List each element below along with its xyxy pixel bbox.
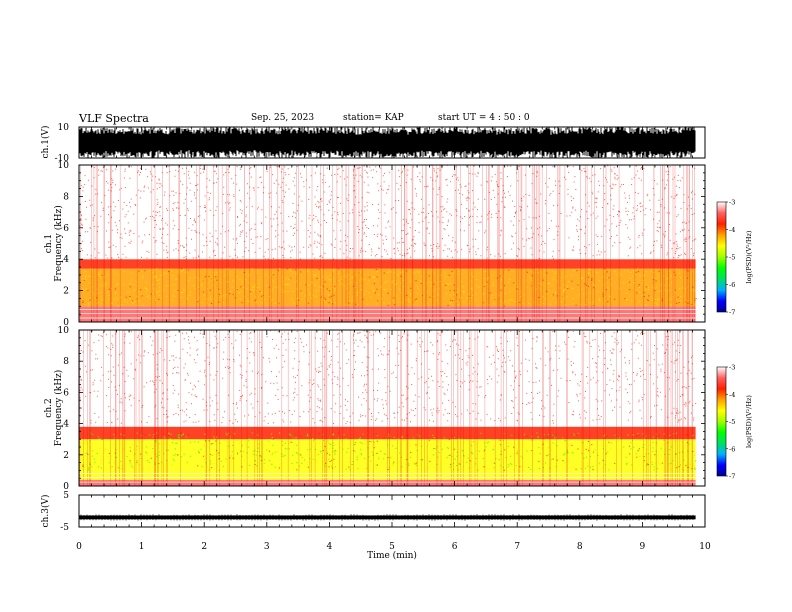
spec1-ylabel-channel: ch.1: [44, 234, 54, 253]
spec1-band-0: [79, 317, 696, 322]
colorbar2-tick-label: -6: [729, 445, 735, 453]
ch1-waveform-trace: [79, 127, 696, 158]
spec1-speckle-yellow: [81, 268, 697, 307]
colorbar2-tick-label: -7: [729, 473, 735, 481]
spec1-ytick-label: 8: [63, 192, 69, 202]
colorbar2-label: log(PSD)(V²/Hz): [745, 395, 753, 448]
spec1-speckle-red: [79, 164, 697, 307]
spec2-ylabel: ch.2Frequency (kHz): [44, 370, 64, 447]
spec2-band-1: [79, 439, 696, 480]
ch1-spectrogram-panel: 0 2 4 6 8 10 ch.1Frequency (kHz): [44, 161, 706, 328]
spec1-ytick-label: 4: [63, 255, 69, 265]
start-time-label: start UT = 4 : 50 : 0: [438, 113, 530, 123]
x-tick-label: 0: [76, 542, 82, 552]
spec2-speckle-yellow: [84, 432, 696, 471]
time-axis: 0 1 2 3 4 5 6 7 8 9 10 Time (min): [76, 542, 711, 561]
chart-title: VLF Spectra: [79, 112, 149, 125]
colorbar2-tick-label: -3: [729, 364, 735, 372]
x-tick-label: 5: [389, 542, 395, 552]
ch2-spectrogram-panel: 0 2 4 6 8 10 ch.2Frequency (kHz): [44, 326, 706, 492]
x-tick-label: 2: [201, 542, 207, 552]
spec2-band-0: [79, 479, 696, 486]
ch3-ytick-label: -5: [60, 523, 69, 533]
spec2-ytick-label: 10: [58, 326, 70, 336]
spec2-ytick-label: 0: [63, 482, 69, 492]
ch3-ylabel: ch.3(V): [40, 495, 51, 528]
spec2-ylabel-frequency: Frequency (kHz): [53, 370, 64, 447]
ch1-ytick-label: 10: [58, 123, 70, 133]
ch1-ylabel: ch.1(V): [40, 126, 51, 159]
ch1-waveform-panel: 10 -10 ch.1(V): [40, 123, 706, 164]
spec2-ylabel-channel: ch.2: [44, 398, 54, 417]
spec1-band-4: [79, 165, 696, 260]
x-tick-label: 7: [514, 542, 520, 552]
colorbar1-tick-label: -6: [729, 281, 735, 289]
spec1-ylabel: ch.1Frequency (kHz): [44, 205, 64, 282]
station-label: station= KAP: [343, 113, 404, 123]
x-tick-label: 8: [577, 542, 583, 552]
spec1-ylabel-frequency: Frequency (kHz): [53, 205, 64, 282]
x-tick-label: 9: [640, 542, 646, 552]
colorbar1-tick-label: -7: [729, 309, 735, 317]
spec2-ytick-label: 8: [63, 357, 69, 367]
date-label: Sep. 25, 2023: [251, 113, 315, 123]
spec2-speckle-green: [85, 432, 697, 471]
x-axis-label: Time (min): [367, 550, 417, 561]
spec2-ytick-label: 4: [63, 420, 69, 430]
ch3-waveform-panel: 5 -5 ch.3(V): [40, 491, 706, 533]
spec2-sferics: [79, 330, 693, 486]
ch3-waveform-spikes: [80, 514, 694, 521]
spec1-band-2: [79, 268, 696, 307]
spec1-ytick-label: 10: [58, 161, 70, 171]
x-tick-label: 10: [699, 542, 711, 552]
spec2-band-2: [79, 426, 696, 440]
spec1-ytick-label: 6: [63, 224, 69, 234]
colorbar1-tick-label: -5: [729, 254, 735, 262]
x-tick-label: 1: [139, 542, 145, 552]
colorbar-2: -3 -4 -5 -6 -7 log(PSD)(V²/Hz): [716, 364, 753, 481]
colorbar1-label: log(PSD)(V²/Hz): [745, 230, 753, 283]
ch1-ytick-label: -10: [55, 154, 70, 164]
colorbar1-tick-label: -3: [729, 199, 735, 207]
colorbar2-bar: [716, 366, 727, 477]
colorbar2-tick-label: -5: [729, 418, 735, 426]
x-tick-label: 3: [264, 542, 270, 552]
spec2-speckle-red: [79, 329, 697, 471]
spec1-band-3: [79, 259, 696, 269]
x-tick-label: 6: [452, 542, 458, 552]
colorbar2-tick-label: -4: [729, 391, 735, 399]
colorbar-1: -3 -4 -5 -6 -7 log(PSD)(V²/Hz): [716, 199, 753, 317]
spec1-band-1: [79, 306, 696, 318]
spec1-ytick-label: 0: [63, 318, 69, 328]
ch3-ytick-label: 5: [63, 491, 69, 501]
x-tick-label: 4: [327, 542, 333, 552]
spec2-band-3: [79, 330, 696, 427]
spec1-sferics: [80, 165, 695, 322]
spec2-ytick-label: 6: [63, 388, 69, 398]
spec2-ytick-label: 2: [63, 451, 69, 461]
spec1-ytick-label: 2: [63, 287, 69, 297]
colorbar1-tick-label: -4: [729, 226, 735, 234]
colorbar1-bar: [716, 201, 727, 313]
